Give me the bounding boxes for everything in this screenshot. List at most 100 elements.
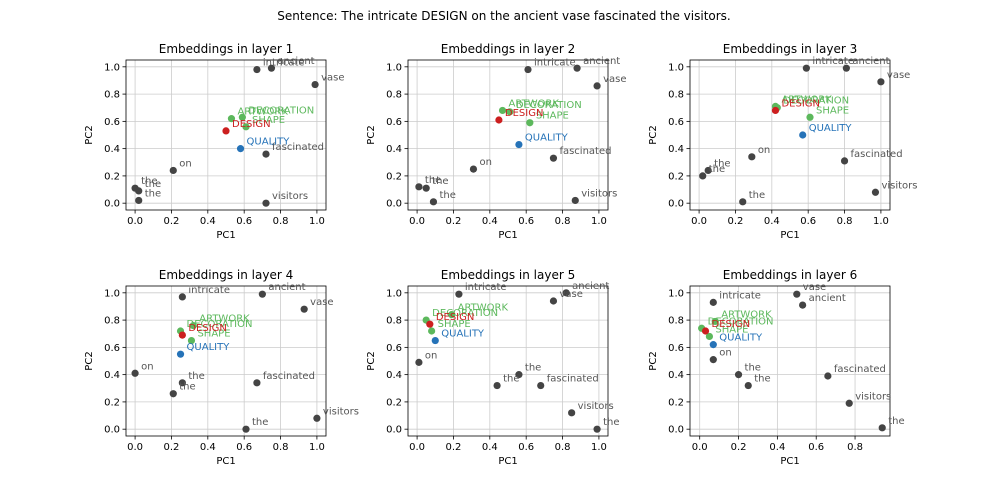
point-label-vase: vase bbox=[803, 282, 826, 293]
point-the bbox=[242, 425, 250, 433]
point-label-design: DESIGN bbox=[712, 319, 751, 330]
point-label-visitors: visitors bbox=[881, 180, 917, 191]
point-label-shape: SHAPE bbox=[816, 105, 849, 116]
point-label-the: the bbox=[145, 179, 161, 190]
point-the bbox=[429, 198, 438, 206]
x-tick-label: 1.0 bbox=[309, 216, 325, 227]
x-tick-label: 0.2 bbox=[731, 442, 747, 453]
point-the bbox=[169, 390, 177, 398]
subplot-title: Embeddings in layer 2 bbox=[441, 42, 575, 56]
point-artwork bbox=[448, 311, 456, 319]
axes-frame bbox=[407, 285, 609, 437]
point-label-ancient: ancient bbox=[268, 282, 305, 293]
point-the bbox=[493, 381, 501, 390]
x-tick-label: 0.8 bbox=[555, 442, 571, 453]
y-axis-label: PC2 bbox=[84, 125, 95, 144]
y-tick-label: 0.2 bbox=[386, 171, 402, 182]
point-on bbox=[748, 153, 756, 161]
x-tick-label: 0.4 bbox=[482, 442, 498, 453]
point-shape bbox=[526, 119, 534, 127]
point-vase bbox=[593, 82, 601, 90]
point-vase bbox=[793, 290, 801, 298]
point-label-decoration: DECORATION bbox=[708, 316, 774, 327]
point-shape bbox=[428, 327, 436, 335]
subplot-title: Embeddings in layer 3 bbox=[723, 42, 857, 56]
x-tick-label: 0.4 bbox=[200, 442, 216, 453]
point-label-the: the bbox=[749, 190, 765, 201]
subplot-layer-4: 0.0 0.2 0.4 0.6 0.8 1.0 0.0 0.2 0.4 0.6 0.8 1.0 Embe… bbox=[84, 268, 359, 467]
point-label-intricate: intricate bbox=[719, 290, 761, 301]
x-axis-label: PC1 bbox=[216, 456, 235, 467]
x-tick-label: 0.2 bbox=[728, 216, 744, 227]
subplot-title: Embeddings in layer 4 bbox=[159, 268, 293, 282]
point-label-decoration: DECORATION bbox=[248, 105, 314, 116]
point-shape bbox=[806, 113, 814, 121]
point-the bbox=[739, 198, 747, 206]
point-label-decoration: DECORATION bbox=[432, 308, 498, 319]
point-shape bbox=[705, 332, 714, 341]
point-the bbox=[734, 371, 743, 379]
point-intricate bbox=[802, 64, 810, 72]
x-tick-label: 1.0 bbox=[591, 216, 607, 227]
y-axis-label: PC2 bbox=[648, 351, 659, 370]
point-label-vase: vase bbox=[887, 70, 910, 81]
point-label-artwork: ARTWORK bbox=[237, 107, 288, 118]
point-label-artwork: ARTWORK bbox=[509, 98, 560, 109]
point-on bbox=[131, 369, 139, 377]
point-label-artwork: ARTWORK bbox=[721, 309, 772, 320]
y-tick-label: 0.8 bbox=[104, 90, 120, 101]
point-label-the: the bbox=[145, 188, 161, 199]
subplot-title: Embeddings in layer 5 bbox=[441, 268, 575, 282]
point-label-the: the bbox=[503, 374, 519, 385]
y-tick-label: 0.2 bbox=[104, 397, 120, 408]
x-tick-label: 0.2 bbox=[164, 442, 180, 453]
y-axis-label: PC2 bbox=[648, 125, 659, 144]
point-the bbox=[178, 379, 186, 387]
point-decoration bbox=[238, 113, 246, 121]
point-intricate bbox=[253, 65, 261, 74]
point-the bbox=[515, 371, 523, 379]
point-label-visitors: visitors bbox=[855, 391, 891, 402]
point-label-visitors: visitors bbox=[272, 191, 308, 202]
y-tick-label: 0.0 bbox=[668, 199, 684, 210]
x-tick-label: 0.6 bbox=[800, 216, 816, 227]
x-tick-label: 0.4 bbox=[200, 216, 216, 227]
y-tick-label: 1.0 bbox=[386, 288, 402, 299]
x-tick-label: 1.0 bbox=[309, 442, 325, 453]
point-quality bbox=[431, 336, 439, 345]
point-label-intricate: intricate bbox=[812, 56, 854, 67]
x-axis-label: PC1 bbox=[498, 456, 517, 467]
y-axis-label: PC2 bbox=[84, 351, 95, 370]
y-tick-label: 0.4 bbox=[668, 370, 684, 381]
point-visitors bbox=[845, 399, 853, 407]
y-tick-label: 0.2 bbox=[104, 171, 120, 182]
point-on bbox=[415, 358, 423, 366]
y-tick-label: 1.0 bbox=[386, 62, 402, 73]
x-tick-label: 1.0 bbox=[591, 442, 607, 453]
y-tick-label: 0.8 bbox=[668, 90, 684, 101]
axes-frame bbox=[689, 59, 891, 211]
point-label-vase: vase bbox=[321, 73, 344, 84]
x-tick-label: 0.6 bbox=[518, 442, 534, 453]
point-visitors bbox=[313, 414, 321, 422]
point-fascinated bbox=[253, 379, 261, 387]
y-tick-label: 0.6 bbox=[104, 343, 120, 354]
y-axis-label: PC2 bbox=[366, 125, 377, 144]
subplot-layer-1: 0.0 0.2 0.4 0.6 0.8 1.0 0.0 0.2 0.4 0.6 0.8 1.0 Embe… bbox=[84, 42, 345, 241]
point-label-intricate: intricate bbox=[188, 285, 230, 296]
point-label-quality: QUALITY bbox=[809, 123, 853, 134]
point-label-on: on bbox=[758, 145, 770, 156]
point-label-shape: SHAPE bbox=[197, 329, 230, 340]
x-tick-label: 0.6 bbox=[808, 442, 824, 453]
x-axis-label: PC1 bbox=[216, 230, 235, 241]
point-quality bbox=[709, 341, 717, 349]
point-the bbox=[422, 184, 430, 192]
y-tick-label: 0.2 bbox=[668, 171, 684, 182]
point-label-the: the bbox=[888, 416, 904, 427]
point-label-vase: vase bbox=[603, 74, 626, 85]
point-ancient bbox=[573, 64, 581, 72]
point-artwork bbox=[189, 321, 197, 330]
y-tick-label: 0.6 bbox=[668, 343, 684, 354]
point-on bbox=[169, 166, 177, 175]
point-the bbox=[593, 425, 601, 433]
